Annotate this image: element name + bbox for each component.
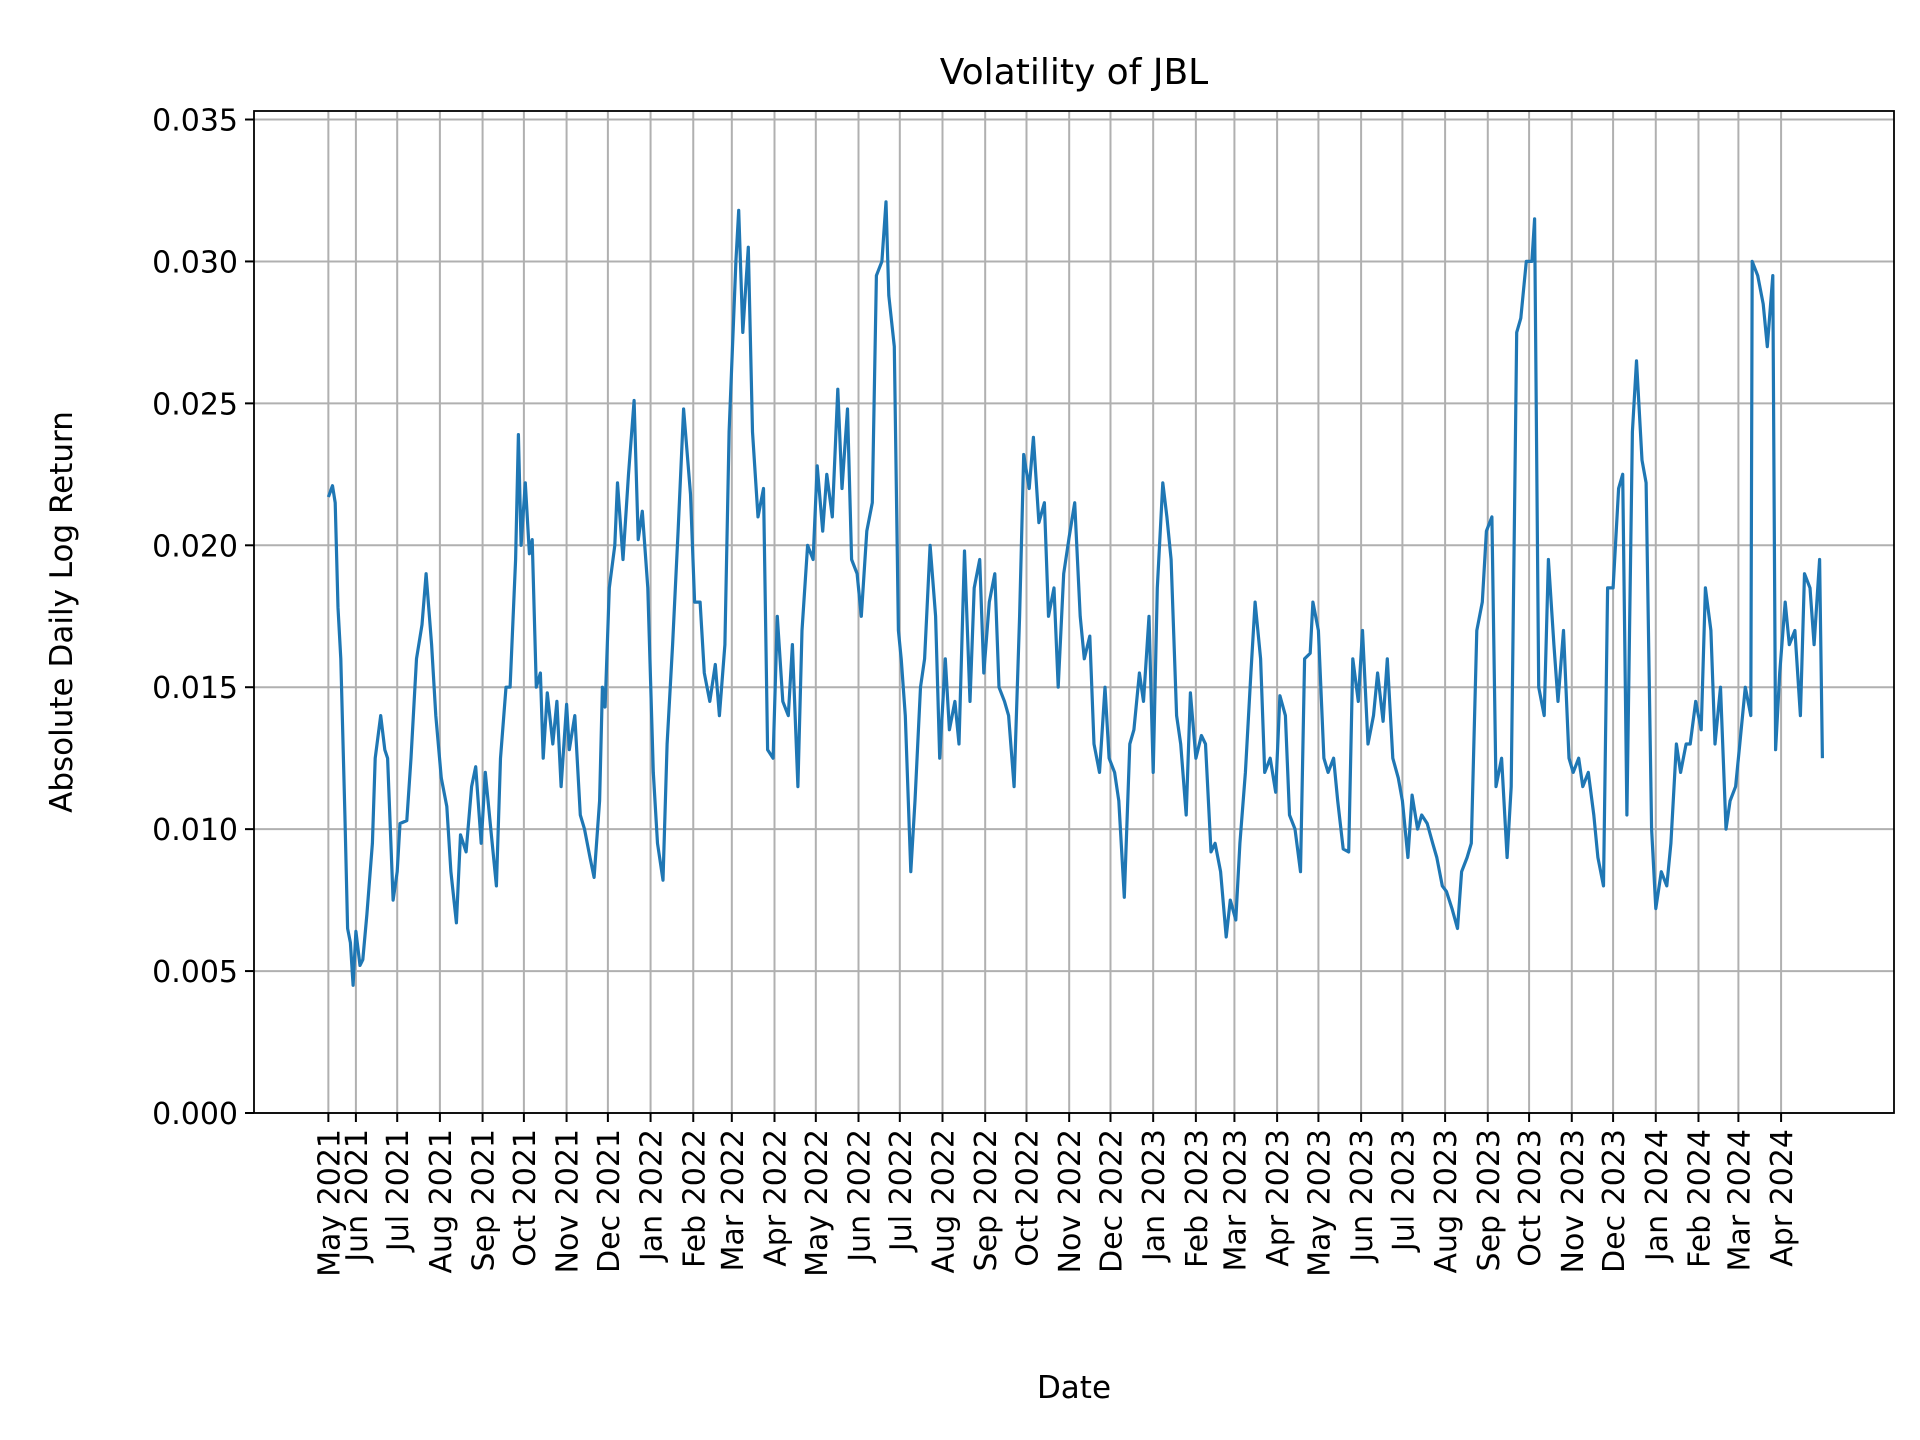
x-tick-label: Dec 2022 <box>1094 1129 1129 1273</box>
volatility-series-line <box>326 200 1824 987</box>
y-tick-label: 0.000 <box>152 1097 238 1132</box>
x-tick-label: Jan 2023 <box>1137 1129 1172 1263</box>
y-tick-label: 0.010 <box>152 813 238 848</box>
y-tick-label: 0.035 <box>152 104 238 139</box>
x-tick-label: Apr 2023 <box>1261 1129 1296 1267</box>
y-axis-label: Absolute Daily Log Return <box>44 411 80 813</box>
x-tick-label: Nov 2023 <box>1556 1129 1591 1273</box>
x-tick-label: Mar 2023 <box>1218 1129 1253 1272</box>
x-tick-label: Apr 2024 <box>1765 1129 1800 1267</box>
plot-frame <box>253 110 1895 1114</box>
x-tick-label: Aug 2023 <box>1429 1129 1464 1273</box>
y-tick-label: 0.020 <box>152 529 238 564</box>
x-tick-label: Feb 2023 <box>1180 1129 1215 1268</box>
x-tick-label: May 2022 <box>800 1129 835 1277</box>
x-tick-label: Apr 2022 <box>759 1129 794 1267</box>
x-tick-label: Jun 2023 <box>1345 1129 1380 1264</box>
x-tick-label: Mar 2022 <box>716 1129 751 1272</box>
x-tick-label: Mar 2024 <box>1722 1129 1757 1272</box>
x-tick-label: Feb 2024 <box>1682 1129 1717 1268</box>
x-tick-label: Dec 2021 <box>592 1129 627 1273</box>
x-tick-label: Aug 2022 <box>926 1129 961 1273</box>
x-tick-label: Sep 2021 <box>467 1129 502 1271</box>
y-tick-label: 0.005 <box>152 955 238 990</box>
x-tick-label: Oct 2021 <box>508 1129 543 1267</box>
x-tick-label: Nov 2022 <box>1053 1129 1088 1273</box>
series-layer <box>326 200 1824 987</box>
x-tick-label: Sep 2023 <box>1472 1129 1507 1271</box>
x-axis-label: Date <box>1037 1370 1111 1406</box>
x-tick-label: Jul 2022 <box>884 1129 919 1253</box>
x-tick-label: Jul 2021 <box>381 1129 416 1253</box>
x-tick-label: Nov 2021 <box>551 1129 586 1273</box>
x-tick-label: Dec 2023 <box>1597 1129 1632 1273</box>
grid <box>254 111 1894 1114</box>
x-tick-label: Jul 2023 <box>1386 1129 1421 1253</box>
chart-title: Volatility of JBL <box>940 52 1208 93</box>
x-tick-label: Jun 2022 <box>843 1129 878 1264</box>
x-tick-label: Jan 2024 <box>1640 1129 1675 1263</box>
x-tick-label: Jun 2021 <box>340 1129 375 1264</box>
x-tick-label: May 2023 <box>1302 1129 1337 1277</box>
x-tick-label: Feb 2022 <box>677 1129 712 1268</box>
x-tick-label: May 2021 <box>312 1129 347 1277</box>
y-tick-label: 0.030 <box>152 245 238 280</box>
x-tick-label: Jan 2022 <box>635 1129 670 1263</box>
y-tick-label: 0.025 <box>152 387 238 422</box>
x-tick-label: Oct 2022 <box>1010 1129 1045 1267</box>
y-tick-label: 0.015 <box>152 671 238 706</box>
x-tick-label: Oct 2023 <box>1513 1129 1548 1267</box>
y-axis: 0.000 0.005 0.010 0.015 0.020 0.025 0.030 0.035 <box>152 104 254 1132</box>
x-tick-label: Aug 2021 <box>424 1129 459 1273</box>
x-tick-label: Sep 2022 <box>969 1129 1004 1271</box>
